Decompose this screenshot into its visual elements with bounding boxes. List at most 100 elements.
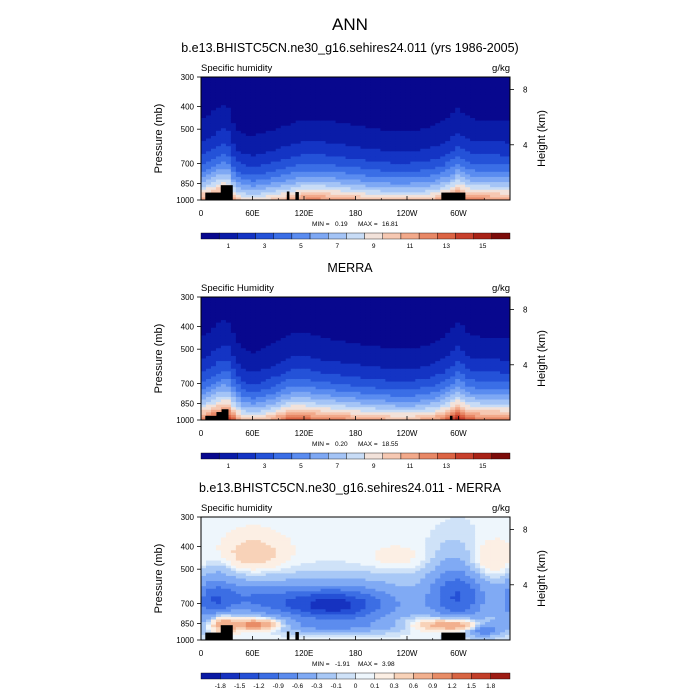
heatmap-cell: [340, 358, 347, 362]
heatmap-cell: [500, 123, 506, 127]
heatmap-cell: [310, 386, 317, 390]
heatmap-cell: [370, 151, 377, 155]
heatmap-cell: [210, 82, 217, 86]
heatmap-cell: [230, 399, 237, 403]
heatmap-cell: [235, 179, 242, 183]
heatmap-cell: [250, 414, 257, 419]
heatmap-cell: [375, 141, 382, 145]
heatmap-cell: [265, 125, 272, 129]
heatmap-cell: [475, 125, 481, 129]
heatmap-cell: [320, 94, 327, 99]
heatmap-cell: [205, 376, 212, 380]
heatmap-cell: [210, 141, 217, 145]
heatmap-cell: [360, 317, 367, 321]
heatmap-cell: [290, 151, 297, 155]
heatmap-cell: [310, 82, 317, 86]
heatmap-cell: [300, 89, 307, 93]
heatmap-cell: [240, 118, 247, 122]
heatmap-cell: [201, 120, 207, 124]
heatmap-cell: [300, 141, 307, 145]
heatmap-cell: [210, 87, 217, 91]
heatmap-cell: [355, 169, 362, 173]
heatmap-cell: [380, 161, 386, 165]
heatmap-cell: [365, 417, 372, 420]
heatmap-cell: [370, 320, 377, 324]
heatmap-cell: [400, 166, 406, 170]
heatmap-cell: [315, 379, 322, 383]
heatmap-cell: [285, 340, 292, 344]
heatmap-cell: [330, 350, 337, 354]
heatmap-cell: [335, 128, 342, 132]
heatmap-cell: [285, 309, 292, 313]
heatmap-cell: [435, 128, 441, 132]
heatmap-cell: [445, 82, 451, 86]
heatmap-cell: [365, 182, 372, 186]
heatmap-cell: [240, 130, 247, 134]
heatmap-cell: [260, 82, 267, 86]
heatmap-cell: [425, 151, 431, 155]
heatmap-cell: [390, 368, 396, 372]
heatmap-cell: [500, 105, 506, 109]
heatmap-cell: [255, 194, 262, 199]
heatmap-cell: [300, 138, 307, 142]
heatmap-cell: [385, 125, 391, 129]
heatmap-cell: [445, 77, 451, 81]
heatmap-cell: [235, 100, 242, 104]
heatmap-cell: [375, 327, 382, 331]
heatmap-cell: [310, 340, 317, 344]
heatmap-cell: [455, 169, 461, 173]
heatmap-cell: [210, 171, 217, 175]
heatmap-cell: [380, 312, 386, 316]
heatmap-cell: [500, 115, 506, 119]
heatmap-cell: [205, 371, 212, 375]
heatmap-cell: [420, 166, 426, 170]
heatmap-cell: [260, 189, 267, 193]
heatmap-cell: [320, 343, 327, 347]
heatmap-cell: [450, 135, 456, 140]
heatmap-cell: [415, 100, 421, 104]
heatmap-cell: [270, 368, 277, 372]
heatmap-cell: [305, 391, 312, 395]
heatmap-cell: [230, 343, 237, 347]
heatmap-cell: [265, 379, 272, 383]
heatmap-cell: [330, 373, 337, 378]
y-tick-label: 1000: [176, 196, 194, 205]
heatmap-cell: [270, 125, 277, 129]
heatmap-cell: [335, 317, 342, 321]
heatmap-cell: [250, 371, 257, 375]
heatmap-cell: [285, 343, 292, 347]
heatmap-cell: [325, 317, 332, 321]
heatmap-cell: [350, 391, 357, 395]
heatmap-cell: [385, 143, 391, 147]
heatmap-cell: [485, 184, 491, 188]
heatmap-cell: [295, 302, 302, 306]
heatmap-cell: [255, 133, 262, 137]
heatmap-cell: [235, 355, 242, 360]
heatmap-cell: [330, 325, 337, 329]
heatmap-cell: [350, 130, 357, 134]
heatmap-cell: [395, 141, 401, 145]
heatmap-cell: [255, 197, 262, 200]
heatmap-cell: [250, 138, 257, 142]
heatmap-cell: [235, 151, 242, 155]
heatmap-cell: [475, 174, 481, 178]
heatmap-cell: [310, 345, 317, 349]
heatmap-cell: [365, 169, 372, 173]
heatmap-cell: [205, 343, 212, 347]
heatmap-cell: [220, 87, 227, 91]
heatmap-cell: [275, 363, 282, 367]
heatmap-cell: [325, 320, 332, 324]
heatmap-cell: [480, 174, 486, 178]
heatmap-cell: [305, 376, 312, 380]
heatmap-cell: [210, 151, 217, 155]
heatmap-cell: [445, 79, 451, 83]
heatmap-cell: [405, 153, 411, 158]
heatmap-cell: [500, 102, 506, 106]
heatmap-cell: [395, 102, 401, 106]
heatmap-cell: [460, 151, 466, 155]
heatmap-cell: [395, 366, 401, 370]
heatmap-cell: [225, 79, 232, 83]
heatmap-cell: [260, 87, 267, 91]
heatmap-cell: [360, 79, 367, 83]
heatmap-cell: [380, 135, 386, 140]
